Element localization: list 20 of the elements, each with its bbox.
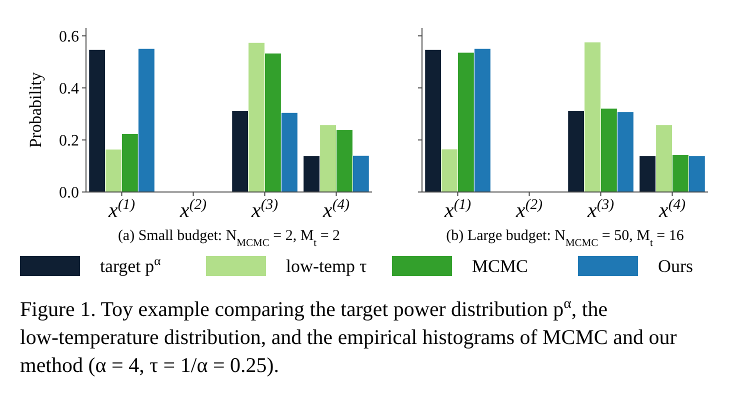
x-tick-label: x$^{(2)}$ bbox=[515, 197, 543, 222]
legend-label: Ours bbox=[658, 256, 693, 276]
x-tick-label: x$^{(4)}$ bbox=[322, 197, 350, 222]
y-tick-label: 0.4 bbox=[59, 80, 79, 98]
legend-label: target p$^{α}$ bbox=[100, 254, 162, 276]
y-tick-label: 0.6 bbox=[59, 28, 79, 46]
legend-label: low-temp τ bbox=[286, 256, 367, 276]
x-tick-label: x$^{(1)}$ bbox=[444, 197, 472, 222]
x-tick-label: x$^{(3)}$ bbox=[250, 197, 278, 222]
x-axis-title: (b) Large budget: N$_{MCMC}$ = 50, M$_{t}$ = 16 bbox=[446, 228, 684, 248]
caption: Figure 1. Toy example comparing the target power distribution p$^{α}$, the low-temperature distribution, and the empirical histograms of MCMC and our method (α = 4, τ = 1/α = 0.25). bbox=[20, 296, 677, 377]
y-axis-title: Probability bbox=[26, 72, 45, 148]
x-tick-label: x$^{(1)}$ bbox=[108, 197, 136, 222]
y-tick-label: 0.0 bbox=[59, 184, 79, 202]
x-tick-label: x$^{(2)}$ bbox=[179, 197, 207, 222]
x-tick-label: x$^{(3)}$ bbox=[586, 197, 614, 222]
y-tick-label: 0.2 bbox=[59, 132, 79, 150]
x-axis-title: (a) Small budget: N$_{MCMC}$ = 2, M$_{t}$ = 2 bbox=[118, 228, 340, 248]
legend-label: MCMC bbox=[472, 256, 528, 276]
x-tick-label: x$^{(4)}$ bbox=[658, 197, 686, 222]
